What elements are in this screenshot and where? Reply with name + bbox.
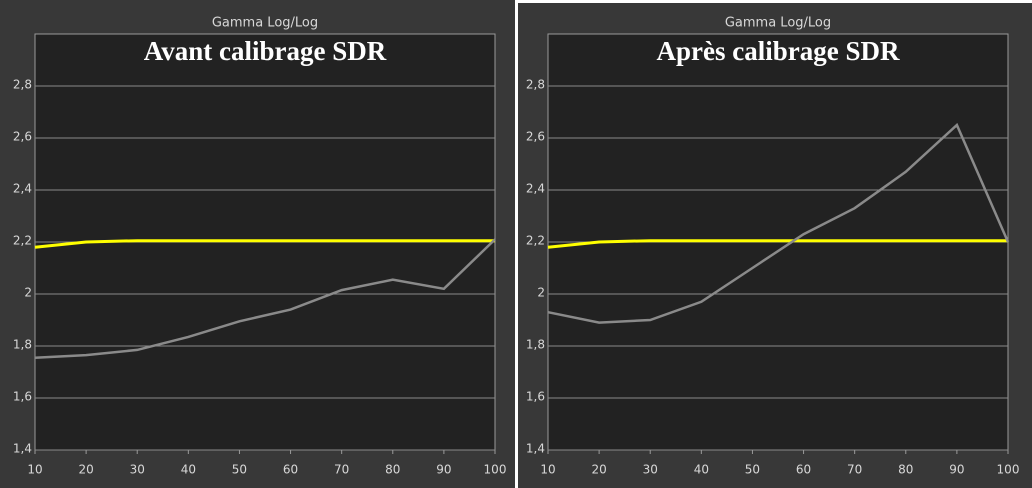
x-tick-label: 10 bbox=[27, 463, 42, 477]
x-tick-label: 30 bbox=[130, 463, 145, 477]
x-tick-label: 20 bbox=[591, 463, 606, 477]
series-line bbox=[547, 122, 1010, 324]
x-tick-label: 20 bbox=[78, 463, 93, 477]
x-tick-label: 80 bbox=[385, 463, 400, 477]
x-tick-label: 100 bbox=[484, 463, 507, 477]
chart-heading: Avant calibrage SDR bbox=[144, 36, 387, 66]
series-line bbox=[34, 238, 496, 359]
x-tick-label: 90 bbox=[949, 463, 964, 477]
x-tick-label: 60 bbox=[283, 463, 298, 477]
x-tick-label: 50 bbox=[745, 463, 760, 477]
y-tick-label: 1,6 bbox=[13, 390, 32, 404]
y-tick-label: 2,8 bbox=[13, 78, 32, 92]
y-tick-label: 1,4 bbox=[13, 442, 32, 456]
y-tick-label: 1,8 bbox=[13, 338, 32, 352]
x-tick-label: 40 bbox=[181, 463, 196, 477]
x-tick-label: 10 bbox=[540, 463, 555, 477]
y-tick-label: 2 bbox=[537, 286, 545, 300]
x-tick-label: 80 bbox=[898, 463, 913, 477]
x-tick-label: 90 bbox=[436, 463, 451, 477]
chart-heading: Après calibrage SDR bbox=[657, 36, 900, 66]
x-tick-label: 70 bbox=[847, 463, 862, 477]
y-tick-label: 2,6 bbox=[13, 130, 32, 144]
y-tick-label: 1,4 bbox=[526, 442, 545, 456]
x-tick-label: 60 bbox=[796, 463, 811, 477]
y-tick-label: 2,8 bbox=[526, 78, 545, 92]
chart-title: Gamma Log/Log bbox=[212, 16, 318, 31]
y-tick-label: 2,2 bbox=[13, 234, 32, 248]
x-tick-label: 70 bbox=[334, 463, 349, 477]
y-tick-label: 1,6 bbox=[526, 390, 545, 404]
y-tick-label: 2,4 bbox=[13, 182, 32, 196]
x-tick-label: 30 bbox=[643, 463, 658, 477]
y-tick-label: 2 bbox=[24, 286, 32, 300]
y-tick-label: 2,2 bbox=[526, 234, 545, 248]
y-tick-label: 2,6 bbox=[526, 130, 545, 144]
y-tick-label: 1,8 bbox=[526, 338, 545, 352]
series-line bbox=[547, 239, 1008, 249]
chart-title: Gamma Log/Log bbox=[725, 16, 831, 31]
series-line bbox=[34, 239, 495, 249]
y-tick-label: 2,4 bbox=[526, 182, 545, 196]
x-tick-label: 50 bbox=[232, 463, 247, 477]
x-tick-label: 40 bbox=[694, 463, 709, 477]
x-tick-label: 100 bbox=[997, 463, 1020, 477]
